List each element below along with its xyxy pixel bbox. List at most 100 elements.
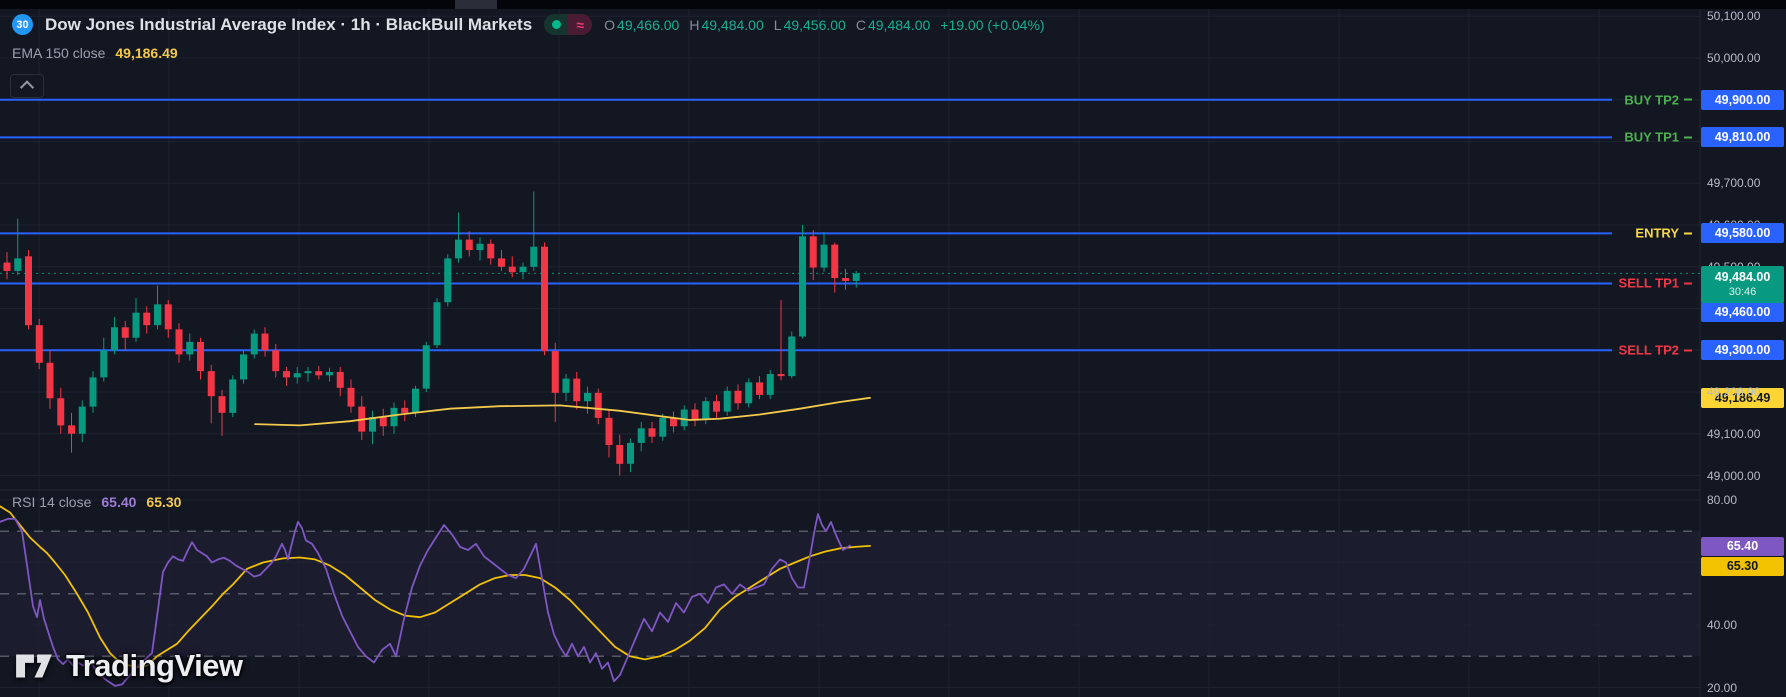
symbol-title[interactable]: Dow Jones Industrial Average Index · 1h … (45, 14, 533, 34)
candle-body (799, 236, 806, 337)
candle-body (304, 371, 312, 374)
ema-legend-label: EMA 150 close (12, 45, 106, 61)
price-tick: 49,000.00 (1707, 468, 1761, 483)
rsi-ma-value-label[interactable]: 65.30 (1701, 556, 1784, 576)
candle-body (713, 401, 720, 412)
candle-body (197, 341, 204, 372)
candle-body (584, 392, 591, 402)
candle-body (35, 325, 43, 363)
candle-body (164, 304, 172, 330)
collapse-legend-button[interactable] (10, 74, 44, 98)
candle-body (680, 409, 688, 427)
price-tick: 50,000.00 (1707, 51, 1761, 65)
candle-body (46, 362, 54, 399)
low-value: 49,456.00 (783, 16, 846, 33)
candle-body (498, 258, 505, 267)
market-status-icon[interactable] (544, 14, 569, 35)
chevron-up-icon (19, 80, 35, 95)
price-tick: 49,200.00 (1707, 385, 1761, 399)
rsi-tick: 20.00 (1707, 680, 1738, 695)
candle-body (379, 417, 387, 427)
candle-body (831, 244, 839, 279)
candle-body (820, 244, 828, 268)
current-price-label[interactable]: 49,484.00 30:46 (1701, 266, 1784, 304)
rsi-value-label[interactable]: 65.40 (1701, 536, 1784, 556)
rsi-legend-value: 65.40 (101, 494, 137, 510)
candle-body (702, 401, 710, 420)
high-label: H (689, 16, 700, 33)
candle-body (691, 409, 699, 420)
candle-body (25, 256, 32, 326)
ema-legend-value: 49,186.49 (115, 45, 178, 61)
candle-body (14, 258, 22, 271)
low-label: L (773, 16, 782, 33)
rsi-legend[interactable]: RSI 14 close 65.40 65.30 (12, 494, 181, 510)
candle-body (412, 388, 419, 413)
change-value: +19.00 (+0.04%) (940, 16, 1045, 33)
candle-body (240, 354, 247, 380)
ohlc-values: O 49,466.00 H 49,484.00 L 49,456.00 C 49,484… (604, 17, 1044, 33)
close-value: 49,484.00 (867, 16, 931, 33)
candle-body (842, 278, 849, 281)
candle-body (369, 417, 376, 432)
candle-body (616, 445, 624, 464)
symbol-legend[interactable]: 30 Dow Jones Industrial Average Index · … (12, 14, 1045, 35)
candle-body (777, 374, 785, 377)
level-price-label-sell-tp1[interactable]: 49,460.00 (1701, 302, 1784, 323)
candle-body (487, 243, 495, 259)
candle-body (272, 350, 280, 372)
bar-countdown: 30:46 (1728, 285, 1757, 298)
candle-body (78, 406, 86, 434)
interval-badge[interactable]: 30 (12, 14, 33, 35)
tradingview-logo-icon (16, 654, 52, 678)
ema-price-label[interactable]: 49,186.49 (1701, 388, 1784, 409)
top-strip-notch (455, 0, 497, 9)
top-strip (0, 0, 1786, 9)
ema-150-line (254, 396, 871, 427)
candle-body (508, 266, 516, 273)
level-price-label-entry[interactable]: 49,580.00 (1701, 223, 1784, 244)
candle-body (476, 243, 484, 251)
rsi-tick: 80.00 (1707, 493, 1738, 507)
candle-body (132, 312, 140, 338)
delayed-data-icon[interactable]: ≈ (568, 14, 593, 35)
candle-body (89, 377, 97, 407)
candle-body (250, 333, 258, 355)
candle-body (315, 371, 323, 376)
ema-price-label-text: 49,186.49 (1714, 391, 1771, 406)
candle-body (541, 246, 548, 352)
tradingview-watermark-text: TradingView (66, 648, 243, 683)
candle-body (283, 371, 290, 378)
high-value: 49,484.00 (701, 16, 764, 33)
candle-body (390, 407, 398, 427)
rsi-ma-value-text: 65.30 (1726, 559, 1759, 574)
candle-body (519, 266, 527, 273)
candle-body (637, 428, 645, 443)
candle-body (57, 398, 65, 426)
rsi-line (0, 513, 851, 687)
level-price-label-buy-tp1[interactable]: 49,810.00 (1701, 127, 1784, 148)
candle-body (347, 387, 355, 407)
status-icons[interactable]: ≈ (544, 14, 593, 35)
candle-body (852, 273, 860, 281)
candle-body (573, 378, 581, 402)
candle-body (627, 442, 634, 464)
price-axis[interactable]: 49,186.49 65.40 65.30 50,100.00 50,000.00… (1700, 0, 1786, 697)
candle-body (734, 390, 742, 404)
candle-body (659, 417, 667, 437)
candle-body (551, 351, 559, 393)
tradingview-watermark[interactable]: TradingView (14, 648, 243, 684)
level-price-label-buy-tp2[interactable]: 49,900.00 (1701, 89, 1784, 110)
candle-body (670, 417, 677, 427)
ema-legend[interactable]: EMA 150 close 49,186.49 (12, 45, 178, 61)
open-value: 49,466.00 (617, 16, 680, 33)
level-price-label-sell-tp2[interactable]: 49,300.00 (1701, 340, 1784, 361)
candle-body (68, 425, 75, 434)
current-price-value: 49,484.00 (1714, 270, 1771, 285)
candle-body (530, 246, 538, 267)
candle-body (465, 239, 473, 251)
candle-body (401, 407, 409, 413)
candle-body (336, 371, 344, 388)
candle-body (143, 312, 151, 326)
